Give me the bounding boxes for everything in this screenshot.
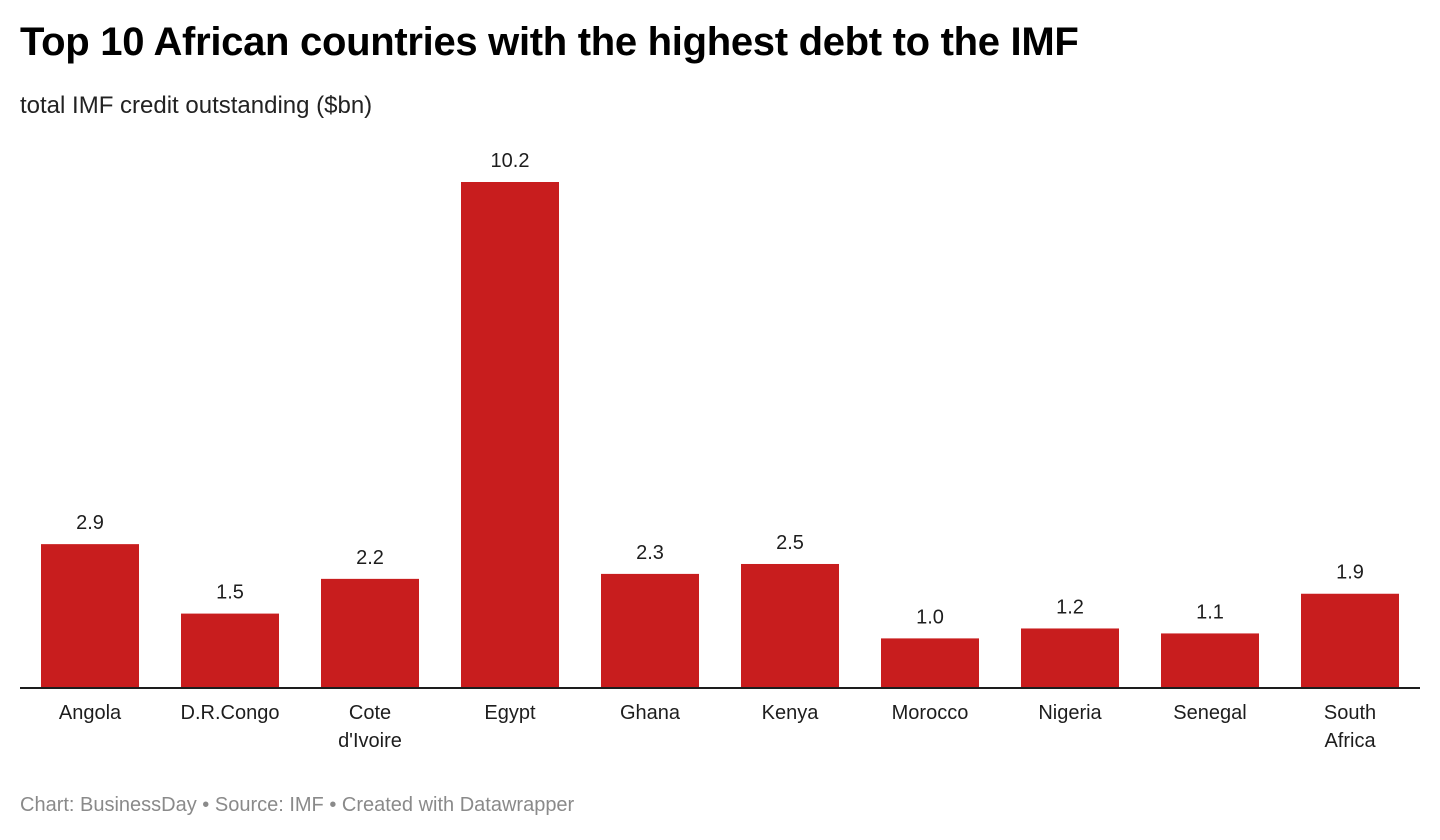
data-label: 2.9 xyxy=(76,512,104,534)
bar xyxy=(321,578,419,688)
chart-footer: Chart: BusinessDay • Source: IMF • Creat… xyxy=(20,794,575,816)
x-tick-label: Africa xyxy=(1324,730,1376,752)
x-tick-label: Senegal xyxy=(1173,702,1246,724)
x-tick-label: d'Ivoire xyxy=(338,730,402,752)
data-label: 1.1 xyxy=(1196,601,1224,623)
data-label: 2.3 xyxy=(636,542,664,564)
bar xyxy=(1021,628,1119,688)
bar xyxy=(741,563,839,688)
chart-subtitle: total IMF credit outstanding ($bn) xyxy=(20,92,373,119)
bar xyxy=(1301,593,1399,688)
bar xyxy=(601,573,699,688)
x-tick-label: South xyxy=(1324,702,1376,724)
data-label: 1.0 xyxy=(916,606,944,628)
x-tick-label: Angola xyxy=(59,702,122,724)
bar xyxy=(461,182,559,688)
data-label: 1.5 xyxy=(216,582,244,604)
x-tick-label: Cote xyxy=(349,702,391,724)
bar xyxy=(881,638,979,688)
x-tick-label: Kenya xyxy=(762,702,820,724)
data-label: 1.2 xyxy=(1056,596,1084,618)
x-tick-label: Nigeria xyxy=(1038,702,1102,724)
bar xyxy=(41,544,139,688)
data-label: 2.2 xyxy=(356,547,384,569)
x-tick-label: D.R.Congo xyxy=(181,702,280,724)
chart-title: Top 10 African countries with the highes… xyxy=(20,20,1079,64)
data-label: 10.2 xyxy=(491,150,530,172)
x-tick-label: Morocco xyxy=(892,702,969,724)
bar xyxy=(1161,633,1259,688)
bar xyxy=(181,613,279,688)
x-tick-label: Egypt xyxy=(484,702,536,724)
data-label: 1.9 xyxy=(1336,562,1364,584)
data-label: 2.5 xyxy=(776,532,804,554)
x-tick-label: Ghana xyxy=(620,702,681,724)
